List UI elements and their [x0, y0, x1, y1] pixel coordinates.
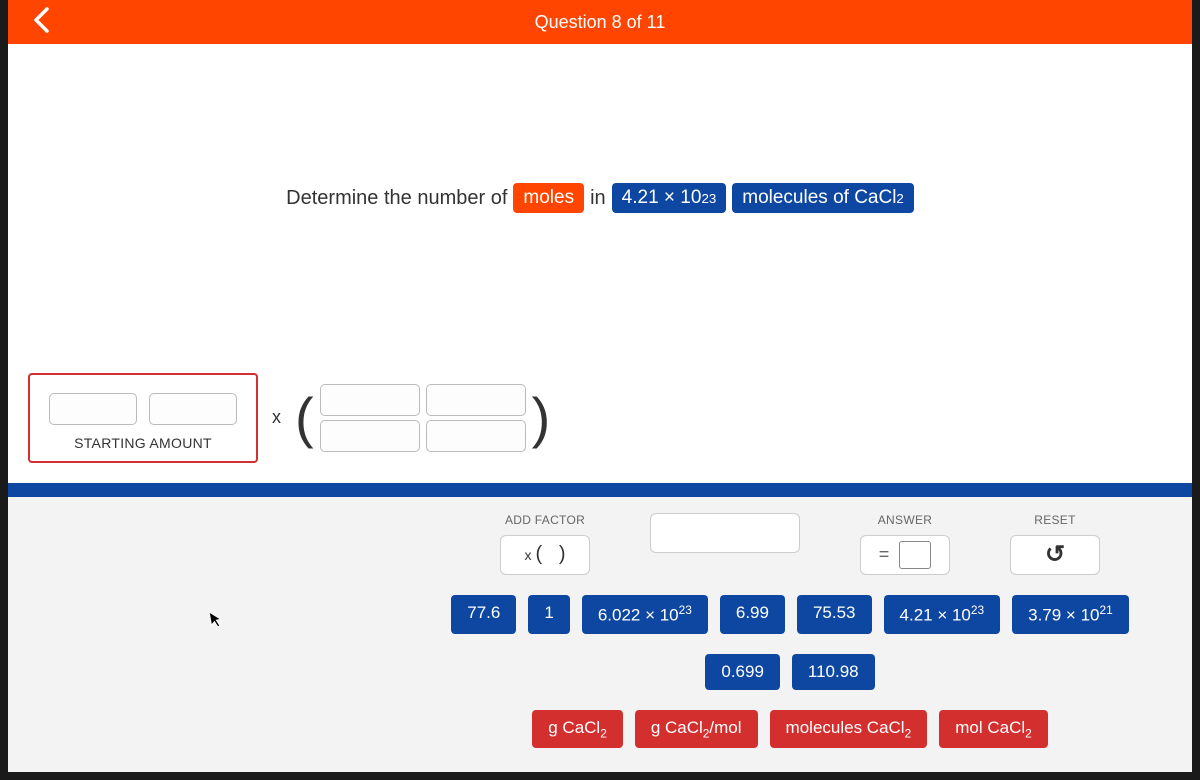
- paren-right: ): [532, 390, 551, 446]
- number-tile[interactable]: 1: [528, 595, 569, 634]
- number-tile[interactable]: 110.98: [792, 654, 875, 690]
- number-tile[interactable]: 6.99: [720, 595, 785, 634]
- conversion-factor: ( ): [295, 384, 550, 452]
- question-substance-chip: molecules of CaCl2: [732, 183, 914, 213]
- answer-button[interactable]: =: [860, 535, 950, 575]
- factor-den-unit-slot[interactable]: [426, 420, 526, 452]
- question-target-chip: moles: [513, 183, 584, 213]
- answer-label: ANSWER: [878, 513, 932, 527]
- divider-bar: [8, 483, 1192, 497]
- add-factor-label: ADD FACTOR: [505, 513, 585, 527]
- work-row: STARTING AMOUNT x ( ): [8, 353, 1192, 483]
- answer-value-slot: [899, 541, 931, 569]
- unit-tile[interactable]: mol CaCl2: [939, 710, 1048, 748]
- unit-tile[interactable]: g CaCl2/mol: [635, 710, 758, 748]
- starting-amount-box: STARTING AMOUNT: [28, 373, 258, 463]
- starting-unit-slot[interactable]: [149, 393, 237, 425]
- unit-tile[interactable]: g CaCl2: [532, 710, 623, 748]
- number-tile[interactable]: 0.699: [705, 654, 780, 690]
- paren-left: (: [295, 390, 314, 446]
- number-tile[interactable]: 6.022 × 1023: [582, 595, 708, 634]
- unit-tile[interactable]: molecules CaCl2: [770, 710, 928, 748]
- back-icon[interactable]: [24, 2, 58, 43]
- factor-num-unit-slot[interactable]: [426, 384, 526, 416]
- number-tile[interactable]: 4.21 × 1023: [884, 595, 1001, 634]
- reset-label: RESET: [1034, 513, 1076, 527]
- number-tile[interactable]: 3.79 × 1021: [1012, 595, 1129, 634]
- number-tile[interactable]: 77.6: [451, 595, 516, 634]
- number-tile[interactable]: 75.53: [797, 595, 872, 634]
- question-value-chip: 4.21 × 1023: [612, 183, 727, 213]
- question-pre: Determine the number of: [286, 187, 507, 210]
- expression-preview: [650, 513, 800, 553]
- number-tiles-row-2: 0.699 110.98: [48, 654, 1152, 690]
- question-counter: Question 8 of 11: [535, 12, 666, 33]
- starting-value-slot[interactable]: [49, 393, 137, 425]
- multiply-symbol: x: [272, 407, 281, 428]
- question-mid: in: [590, 187, 606, 210]
- reset-button[interactable]: ↺: [1010, 535, 1100, 575]
- starting-amount-label: STARTING AMOUNT: [74, 435, 212, 451]
- factor-num-value-slot[interactable]: [320, 384, 420, 416]
- equals-sign: =: [879, 544, 890, 565]
- top-bar: Question 8 of 11: [8, 0, 1192, 44]
- question-area: Determine the number of moles in 4.21 × …: [8, 44, 1192, 353]
- bottom-panel: ADD FACTOR x( ) ANSWER = RESET ↺ 77.6 1 6.…: [8, 497, 1192, 772]
- factor-den-value-slot[interactable]: [320, 420, 420, 452]
- unit-tiles-row: g CaCl2 g CaCl2/mol molecules CaCl2 mol CaC…: [48, 710, 1152, 748]
- add-factor-button[interactable]: x( ): [500, 535, 590, 575]
